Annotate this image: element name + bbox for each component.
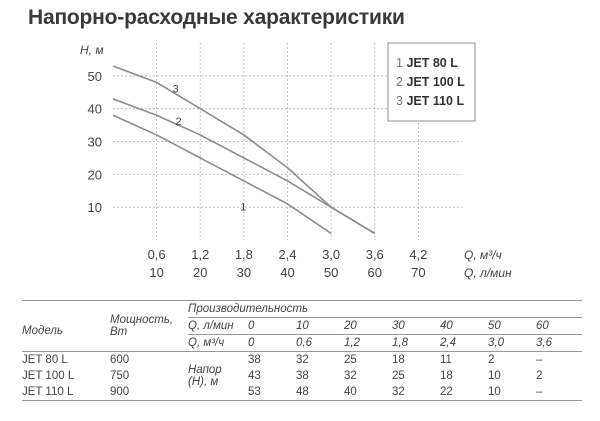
header-model: Модель [22, 325, 63, 337]
x-tick-label: 70 [411, 265, 425, 280]
head-label-line2: (H), м [188, 376, 219, 388]
x-tick-label: 2,4 [278, 247, 296, 262]
head-value: 38 [248, 354, 261, 366]
head-value: 11 [440, 354, 452, 366]
legend-entry: 1 JET 80 L [396, 56, 458, 70]
series-label-2: 2 [176, 116, 182, 128]
chart-grid [113, 43, 462, 240]
series-label-3: 3 [173, 83, 179, 95]
head-value: 18 [440, 370, 453, 382]
q-lmin-value: 60 [536, 320, 549, 332]
head-value: 22 [440, 386, 453, 398]
model-name: JET 100 L [22, 370, 75, 382]
head-value: 48 [296, 386, 309, 398]
power-value: 900 [110, 386, 130, 398]
y-tick-label: 30 [88, 135, 102, 150]
head-label-line1: Напор [188, 364, 222, 376]
header-power-unit: Вт [110, 326, 128, 338]
q-m3h-value: 0 [248, 337, 255, 349]
x-tick-label: 0,6 [148, 247, 166, 262]
header-performance: Производительность [188, 300, 582, 318]
q-m3h-value: 1,8 [392, 337, 408, 349]
y-tick-label: 50 [88, 69, 102, 84]
x-tick-label: 60 [368, 265, 382, 280]
x-tick-label: 20 [193, 265, 207, 280]
head-value: 25 [344, 354, 357, 366]
header-q-lmin-row: Q, л/мин 0 10 20 30 40 50 60 [22, 318, 582, 335]
head-value: 40 [344, 386, 357, 398]
legend-entry: 3 JET 110 L [396, 94, 464, 108]
series-label-1: 1 [240, 201, 246, 213]
q-lmin-value: 40 [440, 320, 453, 332]
head-value: 18 [392, 354, 405, 366]
page-title: Напорно-расходные характеристики [28, 6, 405, 29]
x-axis-label: Q, л/мин [464, 266, 512, 280]
q-m3h-value: 1,2 [344, 337, 360, 349]
table-header-row: Модель Мощность, Вт Производительность [22, 300, 582, 338]
model-name: JET 110 L [22, 386, 74, 398]
q-lmin-value: 0 [248, 320, 255, 332]
q-lmin-value: 50 [488, 320, 501, 332]
head-value: 32 [392, 386, 405, 398]
q-lmin-value: 10 [296, 320, 309, 332]
chart-legend: 1 JET 80 L 2 JET 100 L 3 JET 110 L [387, 42, 476, 122]
header-q-lmin-label: Q, л/мин [188, 320, 234, 332]
chart-curves: 1 2 3 [112, 65, 376, 235]
x-tick-label: 3,0 [322, 247, 340, 262]
head-value: – [536, 386, 543, 398]
head-value: 32 [344, 370, 357, 382]
table-row: JET 80 L 600 Напор (H), м 38 32 25 18 11 2 – [22, 351, 582, 388]
legend-box [387, 42, 476, 122]
header-q-m3h-label: Q, м³/ч [188, 337, 225, 349]
table-row: JET 100 L 750 43 38 32 25 18 10 2 [22, 368, 582, 384]
head-value: 32 [296, 354, 309, 366]
head-value: 38 [296, 370, 309, 382]
q-lmin-value: 30 [392, 320, 405, 332]
x-tick-label: 30 [237, 265, 251, 280]
x-axis-label: Q, м³/ч [464, 248, 502, 262]
pump-performance-chart: 1 2 3 10 20 30 40 50 H, м 0,6 1,2 1,8 2,4 3,0 3,6 4,2 Q… [80, 42, 512, 280]
q-lmin-value: 20 [344, 320, 357, 332]
x-tick-label: 50 [324, 265, 338, 280]
head-value: 25 [392, 370, 405, 382]
q-m3h-value: 2,4 [440, 337, 456, 349]
head-label: Напор (H), м [188, 352, 248, 401]
legend-entry: 2 JET 100 L [396, 75, 465, 89]
head-value: 10 [488, 386, 501, 398]
q-m3h-value: 3,0 [488, 337, 504, 349]
y-tick-label: 40 [88, 102, 102, 117]
y-tick-label: 10 [88, 200, 102, 215]
head-value: 53 [248, 386, 261, 398]
chart-axes: 10 20 30 40 50 H, м 0,6 1,2 1,8 2,4 3,0 3,6 4,2 Q, м³… [80, 43, 512, 280]
power-value: 600 [110, 354, 130, 366]
specs-table: Модель Мощность, Вт Производительность Q, л/… [22, 300, 582, 401]
head-value: 10 [488, 370, 501, 382]
series-line-3 [112, 65, 376, 235]
head-value: – [536, 354, 543, 366]
x-tick-label: 40 [280, 265, 294, 280]
x-tick-label: 3,6 [366, 247, 384, 262]
q-m3h-value: 0,6 [296, 337, 312, 349]
head-value: 43 [248, 370, 261, 382]
table-row: JET 110 L 900 53 48 40 32 22 10 – [22, 384, 582, 401]
model-name: JET 80 L [22, 354, 68, 366]
x-tick-label: 10 [149, 265, 163, 280]
header-q-m3h-row: Q, м³/ч 0 0,6 1,2 1,8 2,4 3,0 3,6 [22, 335, 582, 352]
head-value: 2 [536, 370, 543, 382]
x-tick-label: 1,8 [235, 247, 253, 262]
power-value: 750 [110, 370, 130, 382]
header-power: Мощность, Вт [110, 301, 188, 352]
series-line-1 [112, 114, 332, 235]
x-tick-label: 4,2 [409, 247, 427, 262]
y-axis-label: H, м [80, 43, 104, 57]
x-tick-label: 1,2 [191, 247, 209, 262]
y-tick-label: 20 [88, 167, 102, 182]
head-value: 2 [488, 354, 495, 366]
header-power-label: Мощность, [110, 314, 174, 326]
q-m3h-value: 3,6 [536, 337, 552, 349]
specs-table-wrapper: Модель Мощность, Вт Производительность Q, л/… [22, 300, 582, 401]
